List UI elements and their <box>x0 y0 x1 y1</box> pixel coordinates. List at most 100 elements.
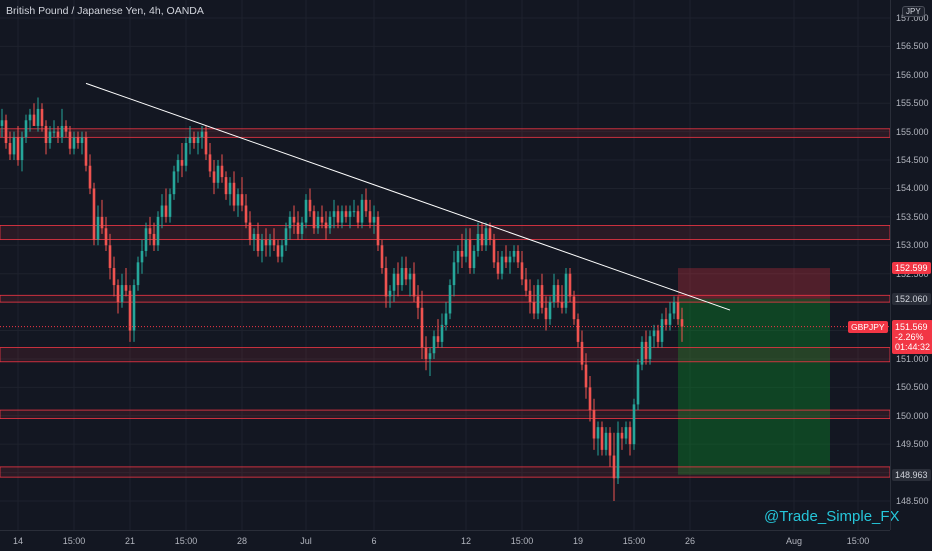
candle-up <box>268 239 272 246</box>
candle-up <box>156 216 160 246</box>
candle-up <box>28 114 32 121</box>
candle-down <box>384 268 388 297</box>
symbol-tag: GBPJPY <box>848 320 888 333</box>
candle-up <box>624 427 628 439</box>
candle-down <box>680 319 684 327</box>
candle-down <box>224 177 228 195</box>
time-tick-label: Jul <box>300 536 312 546</box>
price-tick-label: 155.000 <box>896 126 929 137</box>
candle-down <box>212 171 216 183</box>
candle-down <box>424 347 428 359</box>
candle-up <box>24 120 28 138</box>
chart-plot-area[interactable]: British Pound / Japanese Yen, 4h, OANDA … <box>0 0 900 530</box>
candle-up <box>288 216 292 229</box>
price-tick-label: 157.000 <box>896 13 929 23</box>
candle-up <box>596 427 600 439</box>
candle-up <box>328 216 332 229</box>
currency-label[interactable]: JPY <box>902 6 925 17</box>
price-tick-label: 154.000 <box>896 183 929 194</box>
candle-up <box>168 194 172 217</box>
price-tick-label: 155.500 <box>896 98 929 109</box>
candle-up <box>176 160 180 172</box>
candle-up <box>604 432 608 450</box>
candle-up <box>616 432 620 479</box>
price-chart[interactable] <box>0 0 890 530</box>
candle-down <box>320 216 324 223</box>
candle-down <box>420 307 424 348</box>
sr-zone <box>0 294 890 303</box>
candle-down <box>336 211 340 223</box>
candle-down <box>396 273 400 286</box>
candle-up <box>392 273 396 291</box>
candle-up <box>652 330 656 337</box>
time-tick-label: 15:00 <box>62 536 86 546</box>
candle-up <box>388 290 392 297</box>
time-axis[interactable] <box>0 530 890 551</box>
candle-up <box>352 211 356 213</box>
candle-up <box>120 285 124 303</box>
candle-up <box>432 336 436 354</box>
candle-down <box>56 131 60 138</box>
candle-down <box>540 285 544 308</box>
trendline <box>85 82 731 311</box>
candle-down <box>364 199 368 212</box>
time-tick-label: 12 <box>460 536 472 546</box>
candle-up <box>564 273 568 308</box>
candle-up <box>500 256 504 274</box>
sr-zone <box>0 225 890 241</box>
price-tick-label: 153.000 <box>896 240 929 251</box>
sr-zone <box>0 466 890 478</box>
candle-down <box>44 125 48 144</box>
candle-up <box>512 250 516 257</box>
candle-down <box>532 302 536 314</box>
candle-down <box>528 290 532 303</box>
price-tick-label: 153.500 <box>896 211 929 222</box>
candle-down <box>100 216 104 229</box>
candle-up <box>400 268 404 286</box>
candle-up <box>200 131 204 138</box>
candle-down <box>152 233 156 246</box>
watermark-text: @Trade_Simple_FX <box>764 508 900 525</box>
time-tick-label: 6 <box>371 536 377 546</box>
candle-down <box>504 256 508 263</box>
candle-up <box>132 285 136 331</box>
candle-up <box>408 273 412 280</box>
bar-countdown: 01:44:32 <box>895 341 931 352</box>
time-tick-label: 14 <box>12 536 24 546</box>
candle-up <box>300 222 304 234</box>
candle-up <box>348 211 352 217</box>
candle-up <box>360 199 364 223</box>
price-tick-label: 151.000 <box>896 353 929 364</box>
candle-down <box>580 341 584 365</box>
candle-up <box>476 233 480 251</box>
price-tick-label: 156.000 <box>896 69 929 80</box>
time-tick-label: 19 <box>572 536 584 546</box>
current-price-value: 151.569 <box>895 321 928 332</box>
candle-down <box>368 211 372 223</box>
candle-down <box>628 427 632 445</box>
candle-up <box>316 216 320 229</box>
candle-down <box>460 250 464 257</box>
candle-down <box>256 233 260 251</box>
candle-up <box>216 165 220 183</box>
candle-up <box>304 199 308 223</box>
candle-down <box>488 228 492 240</box>
candle-up <box>632 404 636 445</box>
candle-down <box>324 222 328 229</box>
candle-down <box>468 239 472 269</box>
candle-down <box>376 216 380 246</box>
price-tick-label: 148.500 <box>896 496 929 506</box>
candle-up <box>48 131 52 144</box>
candle-down <box>40 108 44 126</box>
candle-up <box>444 313 448 325</box>
candle-down <box>496 262 500 274</box>
candle-up <box>36 108 40 126</box>
candle-up <box>280 245 284 257</box>
candle-up <box>160 205 164 217</box>
price-axis[interactable] <box>890 0 932 530</box>
price-tick-label: 150.000 <box>896 410 929 421</box>
candle-down <box>380 245 384 269</box>
candle-down <box>560 302 564 308</box>
candle-up <box>236 194 240 206</box>
candle-down <box>32 114 36 126</box>
